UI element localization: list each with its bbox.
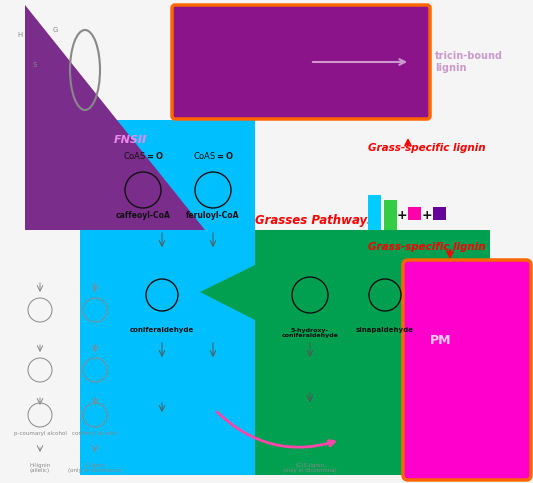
Text: Grasses Pathways: Grasses Pathways [255,213,374,227]
Text: CoAS$\bf{=O}$: CoAS$\bf{=O}$ [192,150,233,160]
Text: 5-hydroxy-
coniferaldehyde: 5-hydroxy- coniferaldehyde [281,327,338,339]
Bar [408,207,421,220]
Text: G: G [52,27,58,33]
Text: FNSII: FNSII [114,135,147,145]
Text: sinapaldehyde: sinapaldehyde [356,327,414,333]
Bar [255,230,490,475]
Polygon shape [30,160,80,220]
FancyBboxPatch shape [403,260,531,480]
Text: Grass-specific lignin: Grass-specific lignin [368,242,486,252]
Text: CoAS$\bf{=O}$: CoAS$\bf{=O}$ [123,150,164,160]
Text: coniferyl alcohol: coniferyl alcohol [72,430,118,436]
Text: tricin-bound
lignin: tricin-bound lignin [435,51,503,73]
Bar [433,207,446,220]
Text: coniferaldehyde: coniferaldehyde [130,327,194,333]
Text: S: S [33,62,37,68]
Text: (G)S-lignin
(only in dicotmona): (G)S-lignin (only in dicotmona) [283,463,337,473]
Text: H-lignin
(allelic): H-lignin (allelic) [29,463,51,473]
Bar [384,200,397,230]
Text: p-coumaryl alcohol: p-coumaryl alcohol [13,430,67,436]
Text: PM: PM [430,333,451,346]
Text: G-lignin
(only in dicotmona): G-lignin (only in dicotmona) [68,463,122,473]
Bar [368,195,381,230]
Text: caffeoyl-CoA: caffeoyl-CoA [116,211,171,219]
Text: +: + [397,209,407,222]
FancyBboxPatch shape [172,5,430,119]
Text: feruloyl-CoA: feruloyl-CoA [186,211,240,219]
Polygon shape [200,265,255,320]
Polygon shape [25,5,205,230]
Bar [80,120,255,475]
Text: Grass-specific lignin: Grass-specific lignin [368,143,486,153]
Text: H: H [18,32,22,38]
Text: +: + [422,209,432,222]
